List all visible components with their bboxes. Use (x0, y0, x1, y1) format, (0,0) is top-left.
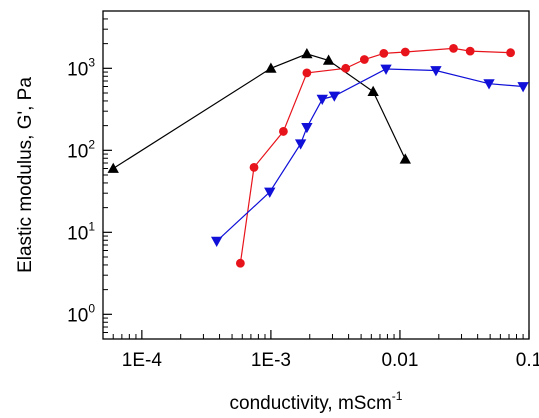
x-tick-labels: 1E-4 1E-3 0.01 0.1 (122, 350, 539, 371)
data-point (301, 48, 313, 59)
data-point (399, 153, 411, 164)
data-point (322, 54, 335, 65)
data-point (279, 127, 288, 136)
data-point (249, 162, 259, 172)
plot-frame (102, 10, 530, 340)
data-point (465, 46, 475, 56)
data-point (294, 139, 307, 150)
series-1-line (112, 53, 406, 170)
series-3 (210, 64, 529, 247)
data-point (316, 94, 328, 106)
y-tick-label: 102 (67, 137, 95, 162)
data-point (430, 66, 442, 77)
y-tick-label: 100 (67, 301, 95, 326)
data-point (517, 82, 529, 93)
x-tick-label: 0.01 (381, 350, 418, 371)
data-point (506, 48, 515, 58)
data-point (379, 49, 389, 58)
plot-area (102, 10, 530, 340)
x-axis-label-text: conductivity, mScm (230, 393, 392, 414)
x-axis-label: conductivity, mScm-1 (230, 389, 403, 414)
data-point (367, 85, 379, 97)
y-tick-exponent: 2 (88, 137, 95, 151)
y-tick-exponent: 1 (88, 219, 95, 233)
data-point (449, 43, 458, 53)
data-point (107, 162, 119, 173)
y-axis-label: Elastic modulus, G', Pa (15, 77, 36, 273)
x-tick-label: 0.1 (516, 350, 539, 371)
data-point (301, 123, 313, 134)
y-tick-exponent: 0 (88, 301, 95, 315)
y-tick-base: 10 (67, 59, 88, 80)
x-major-ticks (141, 330, 530, 339)
y-tick-label: 101 (67, 219, 95, 244)
y-tick-base: 10 (67, 305, 88, 326)
y-major-ticks (103, 67, 112, 315)
y-tick-base: 10 (67, 141, 88, 162)
series-3-line (216, 68, 524, 242)
y-tick-exponent: 3 (88, 55, 95, 69)
data-point (380, 64, 392, 75)
data-point (328, 91, 340, 102)
data-point (302, 68, 312, 78)
y-tick-base: 10 (67, 223, 88, 244)
y-minor-ticks (103, 10, 108, 340)
data-point (400, 47, 410, 57)
x-minor-ticks (102, 334, 524, 339)
series-layer (107, 43, 529, 268)
x-tick-label: 1E-3 (251, 350, 291, 371)
data-point (341, 63, 351, 73)
data-point (265, 62, 277, 73)
data-point (235, 258, 245, 268)
data-point (264, 187, 276, 198)
series-2-line (239, 47, 511, 264)
x-tick-label: 1E-4 (122, 350, 163, 371)
x-axis-label-exponent: -1 (392, 389, 403, 403)
data-point (483, 79, 495, 90)
y-tick-label: 103 (67, 55, 95, 80)
data-point (359, 55, 369, 64)
data-point (210, 236, 223, 247)
series-1 (107, 48, 411, 173)
series-2 (235, 43, 515, 268)
